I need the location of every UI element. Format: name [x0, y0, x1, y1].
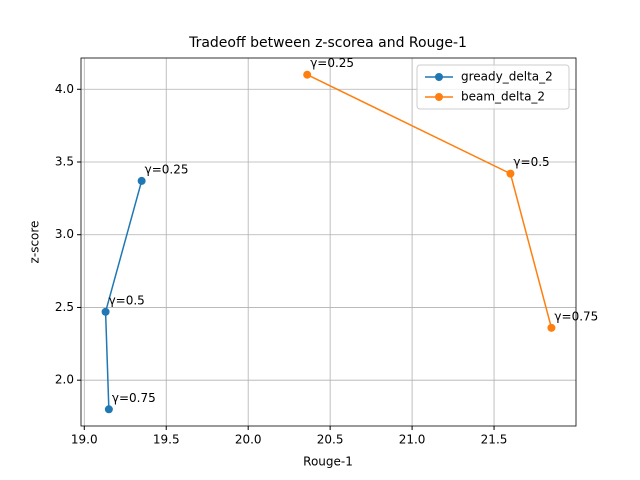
data-point	[104, 405, 113, 414]
x-tick-label: 21.0	[399, 433, 426, 447]
x-tick-label: 19.5	[153, 433, 180, 447]
y-tick-label: 2.0	[55, 373, 74, 387]
plot-frame	[80, 57, 577, 427]
y-tick-label: 3.5	[55, 155, 74, 169]
legend-box	[416, 64, 570, 110]
x-axis-label: Rouge-1	[303, 455, 353, 469]
x-tick-label: 20.0	[235, 433, 262, 447]
point-annotation: γ=0.75	[112, 391, 156, 405]
data-point	[303, 70, 312, 79]
y-tick-label: 4.0	[55, 82, 74, 96]
y-tick-label: 2.5	[55, 300, 74, 314]
data-point	[506, 169, 515, 178]
point-annotation: γ=0.25	[310, 56, 354, 70]
point-annotation: γ=0.5	[513, 155, 549, 169]
x-tick-label: 20.5	[317, 433, 344, 447]
data-point	[101, 307, 110, 316]
x-tick-label: 19.0	[71, 433, 98, 447]
x-tick-label: 21.5	[481, 433, 508, 447]
y-tick-label: 3.0	[55, 227, 74, 241]
y-axis-label: z-score	[28, 221, 42, 264]
point-annotation: γ=0.75	[554, 309, 598, 323]
series-line	[306, 74, 553, 329]
data-point	[547, 323, 556, 332]
legend-marker	[435, 73, 443, 81]
legend-label: gready_delta_2	[461, 70, 553, 84]
legend-marker	[435, 93, 443, 101]
point-annotation: γ=0.25	[145, 162, 189, 176]
data-point	[137, 176, 146, 185]
chart-title: Tradeoff between z-scorea and Rouge-1	[188, 35, 467, 51]
point-annotation: γ=0.5	[109, 293, 145, 307]
legend-label: beam_delta_2	[461, 90, 545, 104]
